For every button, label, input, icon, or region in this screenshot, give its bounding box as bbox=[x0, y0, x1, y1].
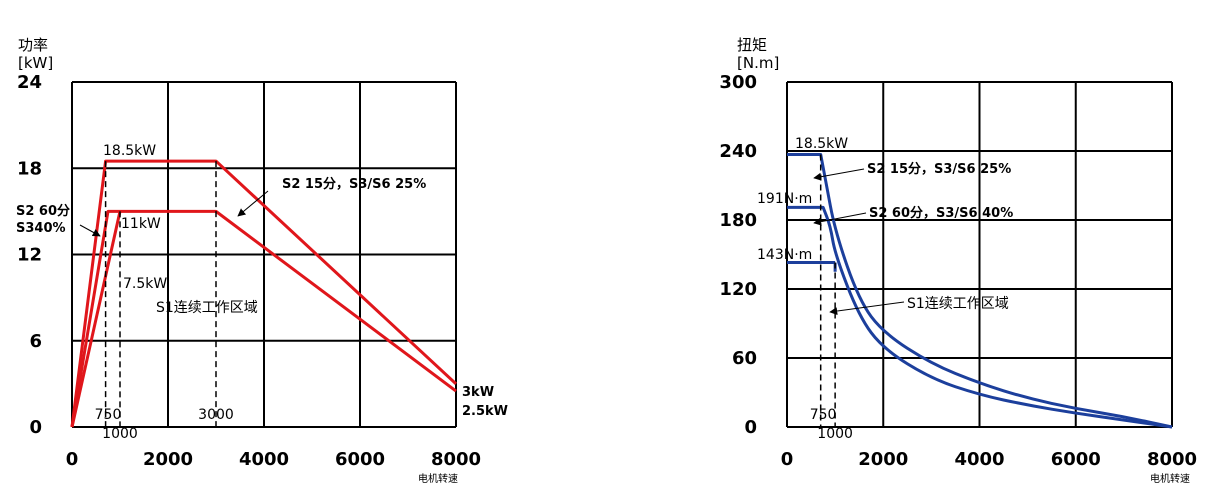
torque-s1-region-label: S1连续工作区域 bbox=[907, 295, 1009, 312]
torque-ytick-240: 240 bbox=[719, 141, 757, 162]
torque-ytick-300: 300 bbox=[719, 72, 757, 93]
power-ytick-18: 18 bbox=[17, 158, 42, 179]
torque-s2-60-arrow bbox=[813, 212, 867, 226]
power-ytick-24: 24 bbox=[17, 72, 42, 93]
power-ylabel: 功率 bbox=[18, 36, 48, 54]
torque-series-1 bbox=[787, 205, 1173, 429]
torque-xtick-0: 0 bbox=[781, 449, 794, 470]
torque-xtick-2000: 2000 bbox=[858, 449, 908, 470]
power-grid bbox=[71, 81, 457, 428]
power-ytick-0: 0 bbox=[29, 417, 42, 438]
s1-power-label: 7.5kW bbox=[123, 276, 167, 292]
torque-xtick-extra-750: 750 bbox=[810, 407, 837, 423]
torque-grid bbox=[786, 81, 1173, 428]
power-xlabel: 电机转速 bbox=[418, 472, 458, 485]
power-xtick-extra-1000: 1000 bbox=[102, 426, 138, 442]
power-series bbox=[70, 159, 458, 428]
s2-15-label: S2 15分，S3/S6 25% bbox=[282, 176, 426, 192]
power-series-1 bbox=[70, 209, 457, 428]
power-ytick-12: 12 bbox=[17, 245, 42, 266]
torque-ytick-60: 60 bbox=[732, 348, 757, 369]
s1-region-label: S1连续工作区域 bbox=[156, 299, 258, 316]
power-xtick-extra-3000: 3000 bbox=[198, 407, 234, 423]
torque-143-label: 143N·m bbox=[757, 247, 812, 263]
torque-ytick-180: 180 bbox=[719, 210, 757, 231]
torque-xtick-8000: 8000 bbox=[1147, 449, 1197, 470]
torque-chart: 0 2000 4000 6000 80000601201802403007501000 … bbox=[719, 36, 1197, 485]
s2-60-label-line1: S2 60分 bbox=[16, 203, 70, 219]
peak-power-label: 18.5kW bbox=[103, 143, 156, 159]
s2-60-arrow bbox=[79, 224, 101, 237]
torque-xtick-6000: 6000 bbox=[1051, 449, 1101, 470]
torque-s2-15-label: S2 15分，S3/S6 25% bbox=[867, 161, 1011, 177]
power-xtick-8000: 8000 bbox=[431, 449, 481, 470]
power-xtick-0: 0 bbox=[66, 449, 79, 470]
power-xtick-4000: 4000 bbox=[239, 449, 289, 470]
torque-ylabel: 扭矩 bbox=[737, 36, 767, 54]
power-series-2 bbox=[70, 211, 122, 428]
power-guides bbox=[104, 161, 217, 427]
torque-xlabel: 电机转速 bbox=[1150, 472, 1190, 485]
torque-guides bbox=[819, 154, 836, 427]
torque-peak-power-label: 18.5kW bbox=[795, 136, 848, 152]
torque-yunit: [N.m] bbox=[737, 54, 779, 72]
torque-series bbox=[787, 152, 1173, 429]
torque-series-0 bbox=[787, 152, 1173, 429]
torque-xtick-extra-1000: 1000 bbox=[817, 426, 853, 442]
torque-s2-60-label: S2 60分，S3/S6 40% bbox=[869, 205, 1013, 221]
torque-s2-15-arrow bbox=[813, 168, 865, 181]
power-xtick-6000: 6000 bbox=[335, 449, 385, 470]
s2-power-label: 11kW bbox=[121, 216, 161, 232]
torque-ytick-120: 120 bbox=[719, 279, 757, 300]
torque-ytick-0: 0 bbox=[744, 417, 757, 438]
end-3kw-label: 3kW bbox=[462, 385, 494, 400]
power-xtick-2000: 2000 bbox=[143, 449, 193, 470]
torque-s1-arrow bbox=[829, 301, 905, 315]
s2-60-label-line2: S340% bbox=[16, 221, 66, 236]
torque-ticks: 0 2000 4000 6000 8000 0 60 120 180 240 300 750 1000 bbox=[719, 72, 1197, 470]
torque-191-label: 191N·m bbox=[757, 191, 812, 207]
s2-15-arrow bbox=[237, 190, 269, 217]
torque-xtick-4000: 4000 bbox=[954, 449, 1004, 470]
power-xtick-extra-750: 750 bbox=[95, 407, 122, 423]
power-ticks: 0 2000 4000 6000 8000 0 6 12 18 24 750 1000 3000 bbox=[17, 72, 481, 470]
power-ytick-6: 6 bbox=[29, 331, 42, 352]
power-yunit: [kW] bbox=[18, 54, 53, 72]
end-2-5kw-label: 2.5kW bbox=[462, 404, 508, 419]
power-series-0 bbox=[70, 159, 458, 428]
